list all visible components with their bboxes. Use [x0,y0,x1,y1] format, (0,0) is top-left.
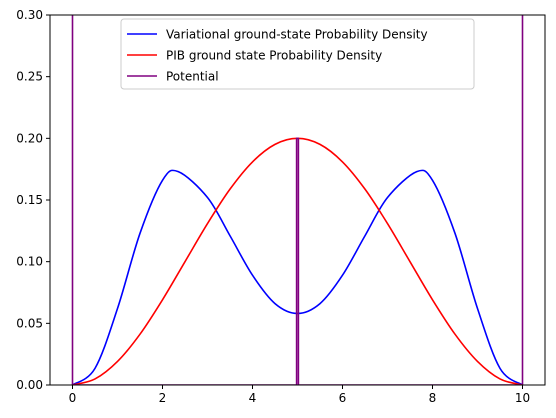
x-tick-label: 4 [249,391,257,405]
y-tick-label: 0.25 [16,70,43,84]
legend-label-1: Variational ground-state Probability Den… [166,28,428,42]
series-line-3 [71,15,524,385]
x-tick-label: 0 [69,391,77,405]
series-line-1 [72,169,523,385]
legend-label-3: Potential [166,70,219,84]
legend-box [120,18,475,90]
y-tick-label: 0.00 [16,378,43,392]
series-layer [71,15,524,385]
y-tick-label: 0.30 [16,8,43,22]
y-tick-label: 0.20 [16,131,43,145]
x-tick-label: 8 [429,391,437,405]
x-tick-label: 2 [159,391,167,405]
legend-label-2: PIB ground state Probability Density [166,49,382,63]
axes-layer: 0 2 4 6 8 10 0.00 0.05 0.10 0.15 0.20 0.25 0.30 [16,8,546,405]
legend: Variational ground-state Probability Den… [120,18,475,90]
x-tick-label: 6 [339,391,347,405]
y-tick-label: 0.10 [16,255,43,269]
y-tick-label: 0.05 [16,316,43,330]
x-tick-label: 10 [515,391,530,405]
y-tick-label: 0.15 [16,193,43,207]
